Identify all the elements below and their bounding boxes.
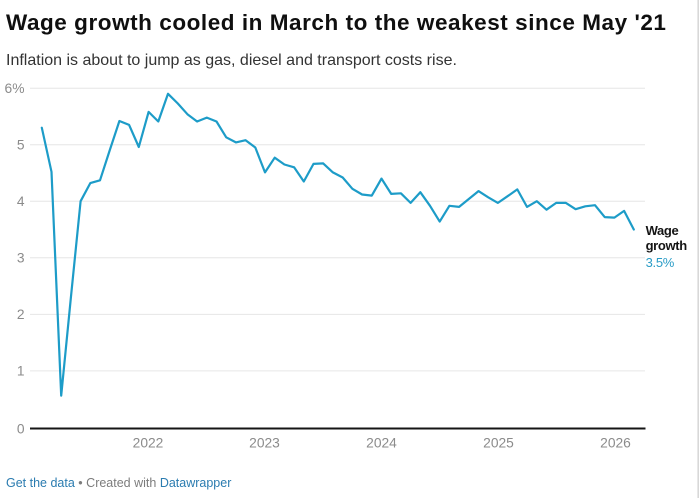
svg-text:1: 1	[17, 364, 25, 379]
svg-text:3: 3	[17, 251, 25, 266]
svg-text:2025: 2025	[483, 435, 514, 450]
svg-text:2026: 2026	[600, 435, 631, 450]
svg-text:2024: 2024	[366, 435, 397, 450]
svg-text:6%: 6%	[5, 81, 25, 96]
svg-text:0: 0	[17, 421, 25, 436]
svg-text:2022: 2022	[133, 435, 164, 450]
svg-text:5: 5	[17, 137, 25, 152]
svg-text:4: 4	[17, 194, 25, 209]
svg-text:2023: 2023	[249, 435, 280, 450]
svg-text:2: 2	[17, 307, 25, 322]
